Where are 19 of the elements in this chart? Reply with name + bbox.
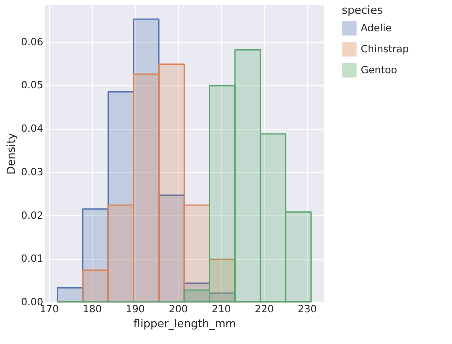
x-tick-label: 170 (40, 304, 60, 316)
x-axis-title: flipper_length_mm (134, 318, 236, 330)
x-tick-label: 200 (169, 304, 188, 316)
legend-label: Gentoo (361, 66, 398, 76)
legend-label: Chinstrap (361, 44, 410, 56)
y-tick-label: 0.06 (21, 37, 44, 48)
x-tick-label: 190 (126, 304, 146, 316)
y-axis-title: Density (5, 132, 18, 175)
y-tick-label: 0.04 (21, 124, 44, 136)
x-tick-label: 230 (298, 304, 318, 316)
x-tick-label: 210 (212, 304, 232, 316)
legend-title: species (342, 4, 384, 17)
y-tick-label: 0.01 (21, 254, 44, 266)
y-tick-label: 0.03 (21, 167, 44, 178)
y-tick-label: 0.05 (21, 80, 44, 92)
x-tick-label: 180 (83, 304, 102, 316)
y-tick-label: 0.02 (21, 210, 44, 222)
x-tick-label: 220 (254, 304, 274, 316)
legend-label: Adelie (361, 24, 392, 34)
